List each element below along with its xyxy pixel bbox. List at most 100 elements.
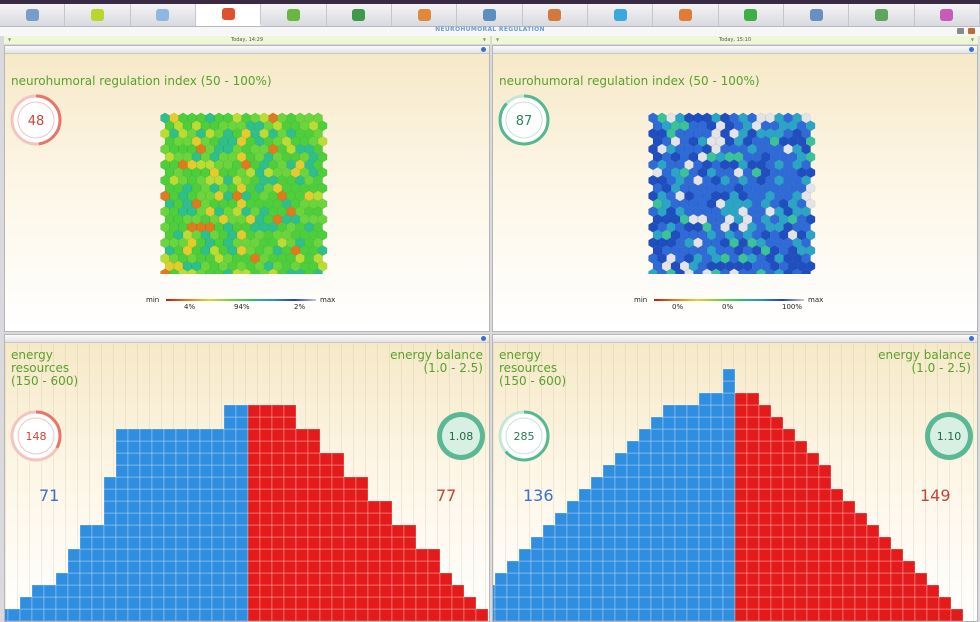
histogram-cell (710, 416, 724, 430)
histogram-cell (235, 452, 249, 466)
energy-histogram-left (5, 404, 489, 621)
histogram-cell (710, 536, 724, 550)
histogram-cell (199, 596, 213, 610)
histogram-cell (662, 416, 676, 430)
toolbar-button-13[interactable] (784, 4, 850, 26)
collapse-left-icon[interactable]: ▼ (8, 37, 12, 42)
histogram-cell (127, 452, 141, 466)
toolbar-button-7[interactable] (392, 4, 458, 26)
histogram-cell (578, 536, 592, 550)
collapse-right-right-icon[interactable]: ▼ (970, 37, 974, 42)
histogram-cell (746, 428, 760, 442)
histogram-cell (902, 608, 916, 621)
histogram-cell (770, 524, 784, 538)
toolbar-button-11[interactable] (653, 4, 719, 26)
legend-min: min (146, 296, 160, 304)
histogram-cell (758, 524, 772, 538)
toolbar-button-2[interactable] (65, 4, 131, 26)
histogram-cell (614, 608, 628, 621)
energy-resources-label: energy resources (150 - 600) (11, 349, 78, 388)
toolbar-button-14[interactable] (849, 4, 915, 26)
info-icon[interactable] (481, 47, 486, 52)
histogram-cell (115, 488, 129, 502)
histogram-cell (734, 488, 748, 502)
histogram-cell (439, 584, 453, 598)
histogram-cell (415, 596, 429, 610)
histogram-cell (379, 524, 393, 538)
histogram-cell (830, 584, 844, 598)
histogram-cell (746, 572, 760, 586)
toolbar-button-9[interactable] (523, 4, 588, 26)
toolbar-button-1[interactable] (0, 4, 66, 26)
toolbar-button-10[interactable] (588, 4, 654, 26)
panel-header (5, 46, 489, 54)
histogram-cell (139, 452, 153, 466)
histogram-cell (187, 476, 201, 490)
toolbar-button-3[interactable] (131, 4, 196, 26)
histogram-cell (151, 536, 165, 550)
histogram-cell (806, 452, 820, 466)
histogram-cell (403, 560, 417, 574)
histogram-cell (830, 524, 844, 538)
histogram-cell (163, 452, 177, 466)
histogram-cell (307, 500, 321, 514)
date-bar-left: ▼ Today, 14:29 ▼ (4, 36, 490, 44)
histogram-cell (626, 476, 640, 490)
histogram-cell (686, 524, 700, 538)
histogram-cell (175, 548, 189, 562)
histogram-cell (698, 536, 712, 550)
toolbar-button-8[interactable] (457, 4, 523, 26)
info-icon[interactable] (969, 47, 974, 52)
histogram-cell (710, 608, 724, 621)
histogram-cell (439, 608, 453, 621)
print-icon[interactable] (957, 28, 964, 34)
histogram-cell (475, 608, 489, 621)
histogram-cell (842, 560, 856, 574)
info-icon[interactable] (969, 336, 974, 341)
histogram-cell (746, 404, 760, 418)
histogram-cell (518, 596, 532, 610)
histogram-cell (770, 476, 784, 490)
histogram-cell (115, 524, 129, 538)
histogram-cell (590, 524, 604, 538)
histogram-cell (127, 572, 141, 586)
histogram-cell (914, 572, 928, 586)
collapse-left-right-icon[interactable]: ▼ (482, 37, 486, 42)
toolbar-button-15[interactable] (915, 4, 980, 26)
histogram-cell (626, 584, 640, 598)
histogram-cell (259, 524, 273, 538)
panel-body: neurohumoral regulation index (50 - 100%… (493, 54, 977, 331)
histogram-cell (782, 536, 796, 550)
histogram-cell (211, 572, 225, 586)
histogram-cell (662, 584, 676, 598)
export-icon[interactable] (968, 28, 975, 34)
histogram-cell (163, 476, 177, 490)
histogram-cell (331, 476, 345, 490)
histogram-cell (295, 524, 309, 538)
histogram-cell (602, 584, 616, 598)
histogram-cell (355, 548, 369, 562)
histogram-cell (151, 428, 165, 442)
histogram-cell (175, 536, 189, 550)
histogram-cell (758, 428, 772, 442)
histogram-cell (650, 608, 664, 621)
toolbar-button-12[interactable] (719, 4, 784, 26)
toolbar-button-5[interactable] (261, 4, 327, 26)
histogram-cell (626, 452, 640, 466)
histogram-cell (355, 476, 369, 490)
histogram-cell (319, 500, 333, 514)
histogram-cell (782, 452, 796, 466)
info-icon[interactable] (481, 336, 486, 341)
histogram-cell (818, 524, 832, 538)
histogram-cell (806, 608, 820, 621)
histogram-cell (686, 512, 700, 526)
histogram-cell (638, 596, 652, 610)
histogram-cell (710, 404, 724, 418)
histogram-cell (127, 536, 141, 550)
toolbar-button-4[interactable] (195, 4, 262, 26)
bar-chart-icon (874, 9, 888, 21)
collapse-right-icon[interactable]: ▼ (496, 37, 500, 42)
histogram-cell (506, 560, 520, 574)
toolbar-button-6[interactable] (327, 4, 392, 26)
histogram-cell (518, 572, 532, 586)
